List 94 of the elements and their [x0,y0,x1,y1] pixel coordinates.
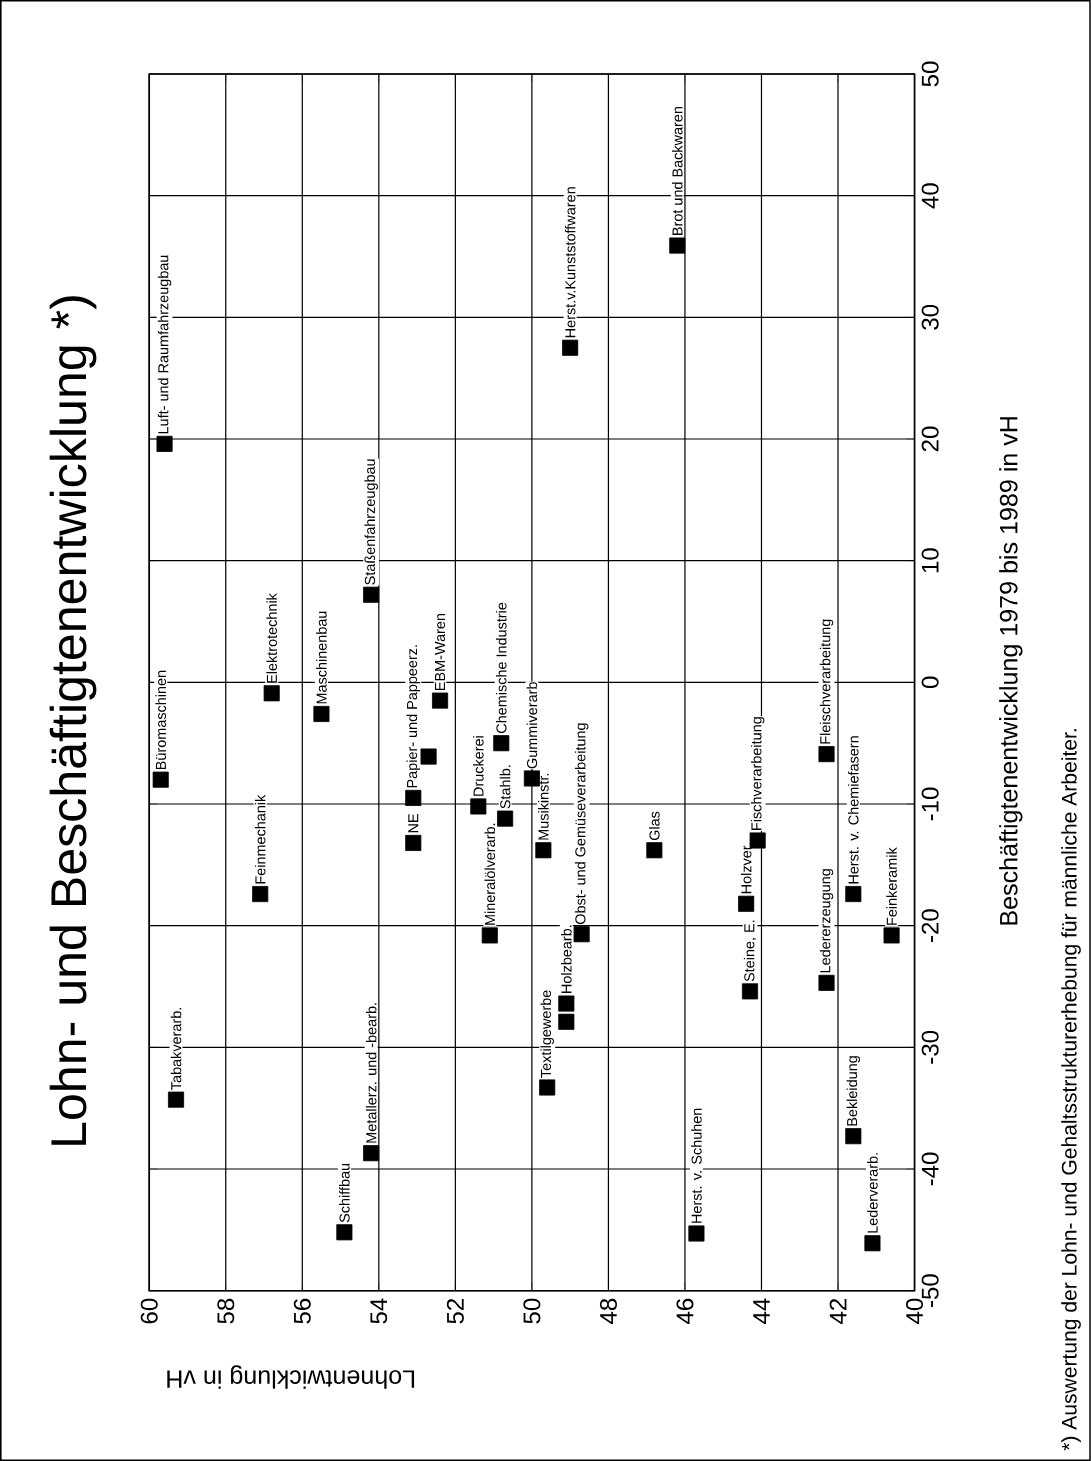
annotation: Brot und Backwaren [672,107,683,235]
point [470,798,487,815]
annotation: Druckerei [473,736,484,796]
point [558,995,575,1012]
annotation: Holzver. [740,843,752,894]
annotation: Papier- und Pappeerz. [406,645,421,788]
annotation: Staßenfahrzeugbau [364,459,378,585]
point [818,974,835,991]
point [669,237,686,254]
x-tick-label: 46 [676,1298,694,1324]
point [818,746,835,763]
point [738,895,755,912]
annotation: Glas [649,811,660,841]
point [405,834,422,851]
x-tick-label: 60 [140,1298,158,1324]
point [252,886,269,903]
annotation: Ledererzeugung [819,869,834,973]
point [420,748,437,765]
x-tick-label: 58 [217,1298,235,1324]
annotation: Büromaschinen [155,670,167,770]
x-tick-label: 44 [753,1298,770,1324]
point [405,789,422,806]
annotation: Obst- und Gemüseverarbeitung [574,723,589,925]
point [864,1235,881,1252]
point [688,1225,705,1242]
point [558,1013,575,1030]
point [263,685,280,702]
point [742,983,759,1000]
x-axis-title: Lohnentwicklung in vH [167,1365,415,1389]
point [363,586,380,603]
point [539,1079,556,1096]
annotation: Textilgewerbe [540,990,554,1078]
annotation: Elektrotechnik [266,593,278,683]
annotation: Herst. v. Chemiefasern [848,736,859,884]
annotation: Gummiverarb [526,682,538,769]
annotation: Fischverarbeitung [750,717,765,830]
x-tick-label: 54 [370,1298,388,1324]
point [497,810,514,827]
x-tick-label: 48 [599,1298,617,1324]
annotation: Metallerz. und -bearb. [365,1003,377,1143]
y-tick-label: 10 [921,548,939,573]
point [313,705,330,722]
annotation: Fleischverarbeitung [819,619,834,744]
point [156,435,173,452]
point [363,1145,380,1162]
y-tick-label: -40 [921,1152,939,1186]
point [883,927,900,944]
x-tick-label: 42 [829,1298,847,1324]
annotation: Herst.v.Kunststoffwaren [564,187,576,338]
annotation: Tabakverarb. [170,1008,182,1090]
annotation: EBM-Waren [435,614,446,690]
y-tick-label: -10 [921,787,939,821]
x-tick-label: 56 [293,1298,311,1324]
y-axis-title: Beschäftigtenentwicklung 1979 bis 1989 in vH [999,417,1023,925]
y-tick-label: 0 [921,676,939,689]
y-tick-label: 50 [921,61,939,87]
point [573,926,590,943]
point [845,886,862,903]
annotation: Luft- und Raumfahrzeugbau [157,255,172,434]
point [336,1224,353,1241]
point [493,735,510,752]
point [168,1091,185,1108]
annotation: Bekleidung [846,1056,861,1126]
point [432,692,449,709]
point [481,927,498,944]
point [523,770,540,787]
annotation: Chemische Industrie [496,602,507,734]
y-tick-label: 20 [921,426,939,452]
point [845,1128,862,1145]
point [152,771,169,788]
y-tick-label: 40 [921,183,939,209]
point [646,842,663,859]
annotation: Lederverarb. [867,1153,878,1233]
y-tick-label: -20 [921,909,939,942]
text: *) Auswertung der Lohn- und Gehaltsstrukturerhebung für männliche Arbeiter. [1061,729,1081,1451]
text: Lohn- und Beschäftigtenentwicklung *) [49,296,97,1145]
annotation: Herst. v. Schuhen [691,1108,702,1223]
x-tick-label: 50 [523,1298,541,1324]
annotation: Mineralölverarb. [484,823,496,925]
annotation: Maschinenbau [316,611,327,704]
y-tick-label: 30 [921,304,939,330]
annotation: Feinmechanik [254,794,266,884]
x-tick-label: 52 [446,1298,464,1324]
point [535,842,552,859]
annotation: Musikinstr. [538,773,549,840]
annotation: Holzbearb. [561,925,572,993]
annotation: Feinkeramik [886,847,897,925]
annotation: Steine, E. [743,920,757,982]
annotation: Schiffbau [339,1163,350,1223]
point [562,339,579,356]
annotation: Stahlb. [499,765,511,809]
annotation: NE [408,814,419,833]
y-tick-label: -30 [921,1030,939,1064]
y-tick-label: -50 [921,1274,939,1308]
